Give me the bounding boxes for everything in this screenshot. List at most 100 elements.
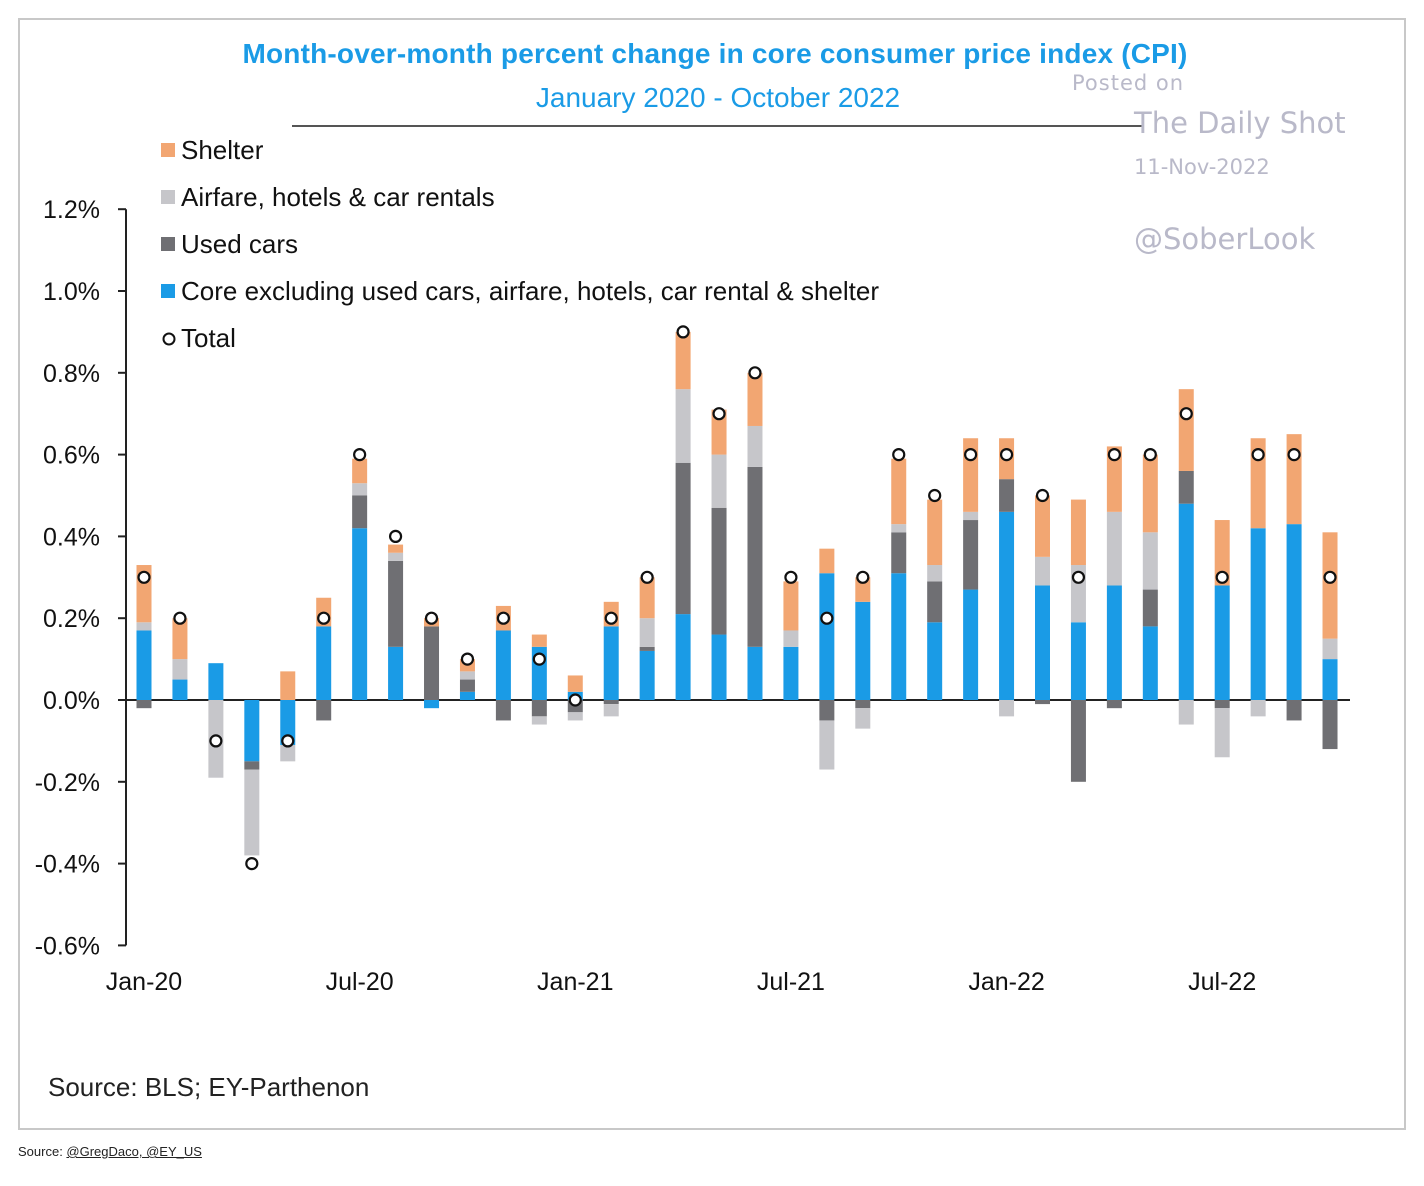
bar-segment	[531, 634, 547, 647]
y-tick-label: 0.4%	[43, 523, 100, 551]
bar-segment	[1214, 585, 1230, 700]
bar-segment	[388, 646, 404, 700]
bar-segment	[1070, 499, 1086, 566]
bar-segment	[1286, 524, 1302, 700]
bar-segment	[244, 700, 260, 762]
total-marker	[892, 448, 906, 462]
watermark-date: 11-Nov-2022	[1134, 155, 1270, 179]
bar-segment	[424, 700, 440, 709]
x-tick-label: Jul-22	[1188, 968, 1256, 996]
bar-segment	[280, 744, 296, 762]
bar-segment	[172, 618, 188, 660]
bar-segment	[316, 700, 332, 721]
total-marker	[317, 611, 331, 625]
bar-segment	[280, 671, 296, 700]
bar-segment	[1142, 532, 1158, 590]
bar-segment	[280, 700, 296, 745]
bar-segment	[1250, 700, 1266, 717]
bar-segment	[1250, 528, 1266, 700]
bar-segment	[675, 389, 691, 463]
bar-segment	[495, 630, 511, 700]
total-marker	[712, 407, 726, 421]
bar-segment	[603, 700, 619, 705]
bar-segment	[459, 671, 475, 680]
total-marker	[676, 325, 690, 339]
bar-segment	[388, 552, 404, 561]
total-marker	[999, 448, 1014, 462]
x-tick-label: Jul-21	[757, 968, 825, 996]
bar-segment	[711, 454, 727, 508]
y-tick-label: -0.6%	[35, 932, 100, 960]
watermark-publisher: The Daily Shot	[1134, 106, 1346, 140]
bar-segment	[1286, 700, 1302, 721]
chart-bars	[136, 331, 1338, 856]
bar-segment	[1214, 520, 1230, 586]
bar-segment	[567, 675, 583, 692]
bar-segment	[963, 520, 979, 590]
total-marker	[460, 652, 475, 666]
bar-segment	[352, 483, 368, 496]
bar-segment	[747, 372, 763, 426]
bar-segment	[352, 458, 368, 484]
bar-segment	[999, 700, 1015, 717]
bar-segment	[1322, 638, 1338, 660]
bar-segment	[495, 700, 511, 721]
bar-segment	[531, 700, 547, 717]
bar-segment	[891, 573, 907, 700]
bar-segment	[1070, 622, 1086, 700]
bar-segment	[136, 700, 152, 709]
bar-segment	[891, 458, 907, 525]
total-marker	[496, 611, 510, 625]
total-marker	[820, 611, 834, 625]
total-marker	[1071, 570, 1086, 584]
bar-segment	[639, 646, 655, 651]
bar-segment	[531, 716, 547, 725]
total-marker	[209, 734, 223, 748]
bar-segment	[783, 630, 799, 647]
total-marker	[748, 366, 762, 380]
bar-segment	[963, 511, 979, 521]
total-marker	[388, 529, 403, 544]
watermark-posted-on: Posted on	[1072, 71, 1185, 95]
bar-segment	[927, 565, 943, 582]
total-marker	[856, 570, 870, 584]
bar-segment	[1214, 708, 1230, 758]
legend-swatch	[161, 190, 175, 204]
bar-segment	[927, 499, 943, 566]
bar-segment	[891, 532, 907, 574]
bar-segment	[711, 409, 727, 455]
total-marker	[281, 734, 295, 748]
total-marker	[1215, 570, 1229, 584]
bar-segment	[1250, 438, 1266, 529]
bar-segment	[1178, 700, 1194, 725]
source-links[interactable]: @GregDaco, @EY_US	[66, 1144, 202, 1159]
bar-segment	[1106, 585, 1122, 700]
total-marker	[784, 570, 798, 584]
bar-segment	[783, 581, 799, 631]
bar-segment	[711, 634, 727, 700]
y-tick-label: 0.8%	[43, 360, 100, 388]
total-marker	[532, 652, 546, 666]
bar-segment	[855, 700, 871, 709]
bar-segment	[244, 769, 260, 856]
y-tick-label: 1.0%	[43, 278, 100, 306]
bar-segment	[1178, 389, 1194, 471]
watermark-handle: @SoberLook	[1134, 222, 1316, 256]
chart-axes: 1.2% 1.0% 0.8% 0.6% 0.4% 0.2% 0.0% -0.2% -0.4% -0…	[35, 196, 1350, 996]
bar-segment	[603, 704, 619, 717]
bar-segment	[747, 466, 763, 647]
legend-swatch	[161, 143, 175, 157]
x-tick-label: Jan-21	[537, 968, 613, 996]
y-tick-label: 1.2%	[43, 196, 100, 224]
legend-label: Shelter	[181, 135, 264, 165]
bar-segment	[1035, 495, 1050, 557]
bar-segment	[244, 761, 260, 770]
legend-label: Used cars	[181, 229, 298, 259]
bar-segment	[963, 589, 979, 700]
total-marker	[137, 570, 151, 584]
bar-segment	[783, 646, 799, 700]
bar-segment	[855, 708, 871, 729]
total-markers	[137, 325, 1337, 871]
bar-segment	[675, 462, 691, 615]
